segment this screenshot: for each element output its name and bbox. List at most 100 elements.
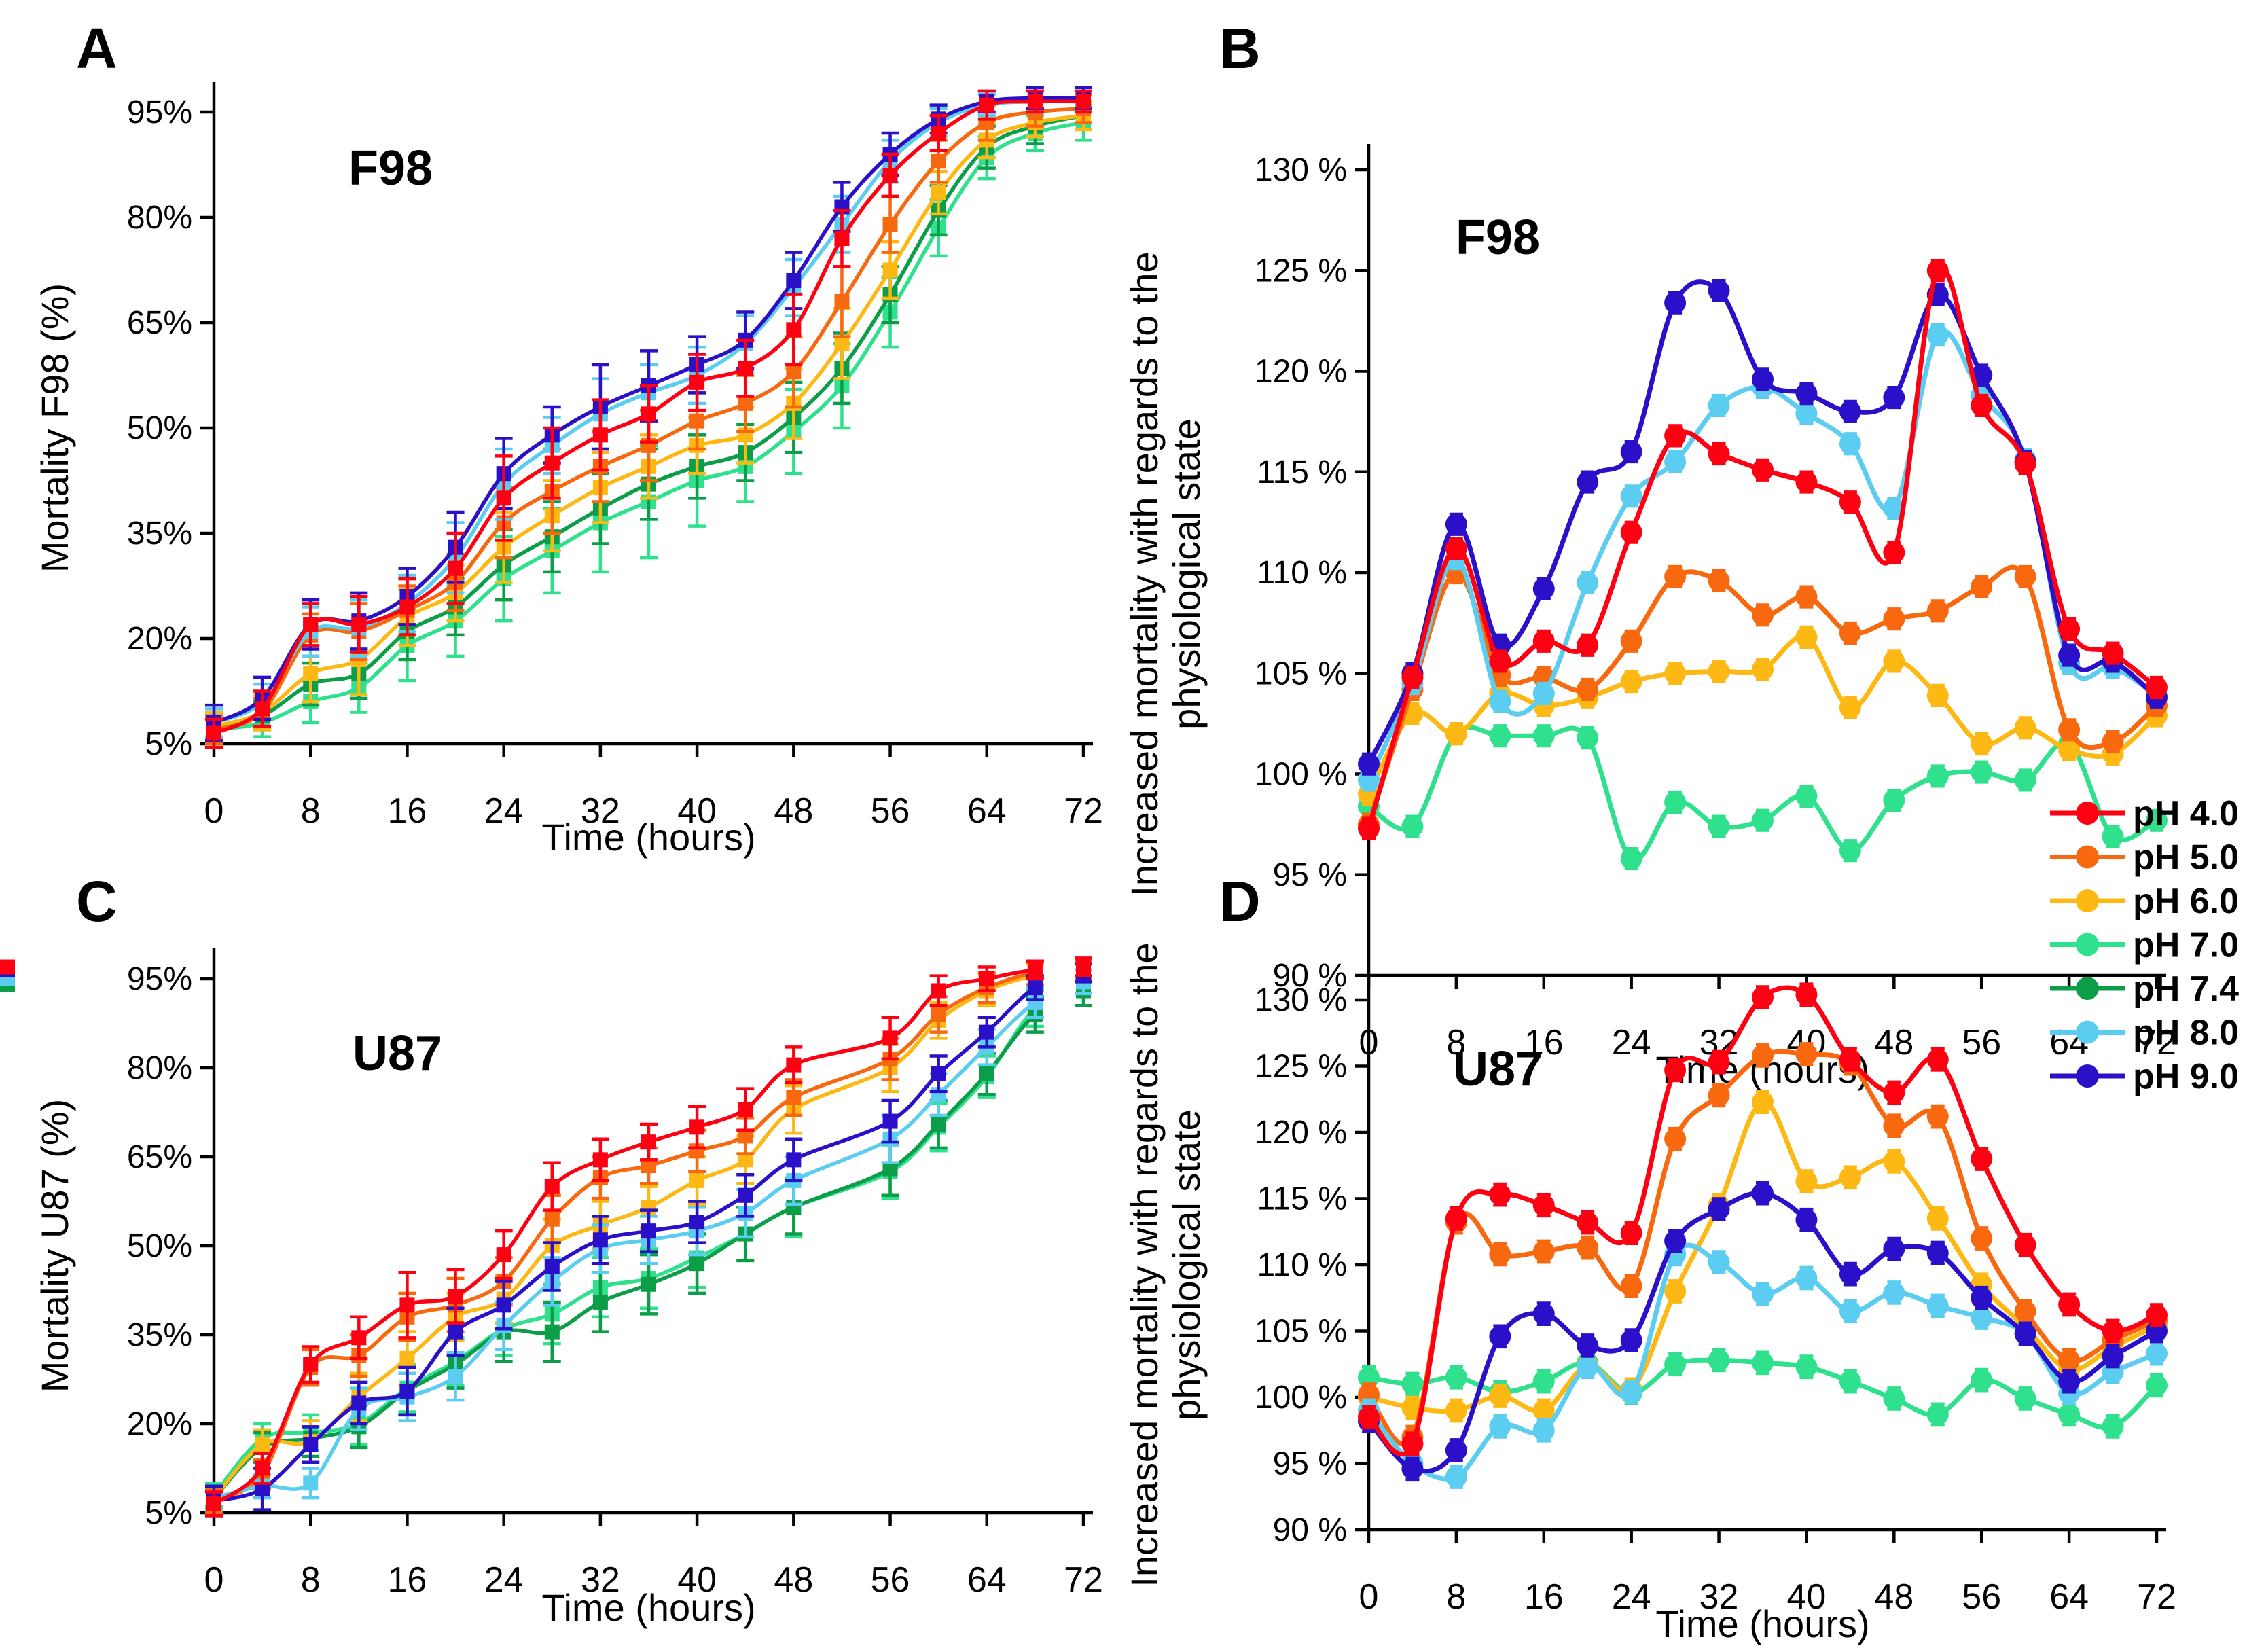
x-tick-label: 16 [388,1560,427,1600]
x-tick-label: 40 [1787,1577,1827,1617]
data-point [1795,586,1818,608]
y-axis-label: physiological state [1165,418,1208,730]
data-point [1883,497,1905,520]
data-point [2014,1323,2036,1345]
x-tick-label: 8 [1446,1023,1466,1062]
data-point [399,1383,415,1399]
data-point [689,1256,705,1272]
data-point [1926,1105,1949,1128]
x-axis-label: Time (hours) [541,816,755,859]
legend-item-ph-7-4: pH 7.4 [2050,969,2239,1009]
data-point [1577,1356,1599,1378]
data-point [592,1152,608,1168]
data-point [1752,658,1774,681]
data-point [1708,394,1730,416]
data-point [544,1259,560,1274]
x-tick-label: 8 [1446,1577,1466,1617]
data-point [1401,1458,1424,1480]
data-point [1926,1048,1949,1071]
series-line [212,1001,1037,1500]
data-point [0,959,15,975]
data-point [1752,1282,1774,1305]
data-point [1664,791,1687,814]
data-point [1532,682,1555,704]
data-point [1883,789,1905,812]
data-point [1532,1399,1555,1422]
data-point [1883,1281,1905,1304]
y-tick-label: 125 % [1255,1049,1347,1085]
data-point [1489,1325,1511,1348]
y-tick-label: 95 % [1273,857,1347,893]
x-tick-label: 48 [1874,1577,1913,1617]
series-ph-7-0 [1358,722,2168,871]
data-point [738,395,753,411]
data-point [496,1247,511,1263]
data-point [544,1211,560,1227]
data-point [1620,670,1642,693]
axes: 5% 20% 35% 50% 65% 80% 95% 0 8 16 24 32 40 48 56 64 72 [127,82,1103,831]
panel-title: F98 [1456,211,1540,265]
data-point [1971,733,1993,755]
data-point [1577,727,1599,749]
x-tick-label: 32 [1700,1577,1739,1617]
data-point [1971,761,1993,783]
y-tick-label: 5% [145,726,192,762]
data-point [1532,725,1555,747]
data-point [2058,1293,2081,1316]
legend-marker-icon [2076,933,2099,956]
data-point [1620,485,1642,507]
x-tick-label: 48 [774,1560,813,1600]
data-point [1445,1366,1467,1388]
data-point [303,1357,319,1372]
x-tick-label: 8 [301,1560,321,1600]
data-point [1752,986,1774,1009]
data-point [1971,1307,1993,1329]
x-tick-label: 0 [204,791,224,831]
data-point [641,406,656,422]
data-point [1795,402,1818,425]
data-point [1445,537,1467,560]
x-tick-label: 24 [484,791,524,831]
data-point [1795,1208,1818,1231]
y-axis-label: Mortality U87 (%) [33,1099,76,1393]
data-point [2014,717,2036,739]
data-point [979,971,994,986]
legend-label: pH 4.0 [2133,794,2239,833]
data-point [2146,1342,2168,1365]
data-point [351,617,367,632]
data-point [2014,1300,2036,1323]
x-tick-label: 16 [388,791,427,831]
x-tick-label: 64 [2049,1577,2089,1617]
legend-label: pH 9.0 [2133,1057,2239,1096]
panel-a: 5% 20% 35% 50% 65% 80% 95% 0 8 16 24 32 40 48 56 64 72 Ti… [33,16,1103,859]
data-point [931,1007,946,1022]
data-point [1795,382,1818,405]
series-line [1366,279,2159,767]
data-point [2014,565,2036,588]
data-point [2146,1374,2168,1397]
data-point [882,1113,898,1129]
x-tick-label: 64 [967,1560,1007,1600]
y-tick-label: 125 % [1255,253,1347,289]
data-point [303,666,319,681]
data-point [1489,1385,1511,1407]
x-tick-label: 0 [204,1560,224,1600]
y-tick-label: 50% [127,410,192,446]
data-point [834,294,850,309]
series-ph-9-0 [0,963,1092,1518]
series-line [1366,725,2159,863]
data-point [1752,1091,1774,1113]
data-point [738,1187,753,1203]
data-point [2102,1415,2124,1437]
data-point [689,1215,705,1230]
data-point [1532,1370,1555,1393]
y-tick-label: 65% [127,1139,192,1175]
data-point [1971,1287,1993,1309]
data-point [931,154,946,169]
data-point [1839,1048,1861,1071]
data-point [1883,1238,1905,1260]
x-tick-label: 40 [677,1560,717,1600]
data-point [1489,1415,1511,1437]
data-point [303,1475,319,1491]
